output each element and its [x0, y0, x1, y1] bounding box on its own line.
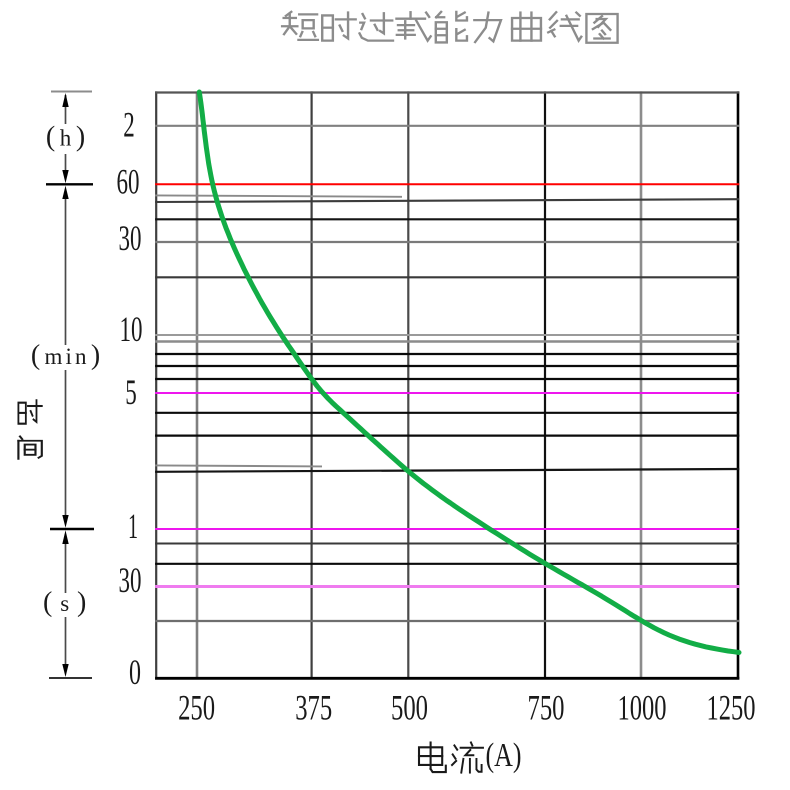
svg-text:(A): (A): [486, 737, 522, 774]
svg-text:): ): [77, 587, 86, 618]
svg-text:5: 5: [125, 372, 137, 412]
svg-text:10: 10: [120, 309, 143, 349]
svg-text:750: 750: [528, 688, 565, 728]
svg-text:0: 0: [129, 652, 141, 692]
svg-text:(: (: [31, 340, 40, 371]
svg-text:60: 60: [117, 161, 140, 201]
svg-text:30: 30: [119, 218, 142, 258]
svg-text:1: 1: [128, 506, 138, 546]
svg-text:): ): [76, 121, 85, 152]
svg-text:2: 2: [123, 104, 135, 144]
svg-text:30: 30: [119, 560, 142, 600]
svg-text:min: min: [45, 344, 88, 369]
svg-text:(: (: [46, 121, 55, 152]
svg-text:): ): [91, 340, 100, 371]
svg-text:h: h: [60, 125, 72, 150]
svg-text:250: 250: [178, 688, 215, 728]
svg-text:375: 375: [295, 688, 332, 728]
svg-text:1000: 1000: [618, 688, 667, 728]
svg-text:(: (: [43, 587, 52, 618]
svg-text:1250: 1250: [707, 688, 756, 728]
svg-text:s: s: [60, 591, 69, 616]
svg-text:500: 500: [391, 688, 428, 728]
